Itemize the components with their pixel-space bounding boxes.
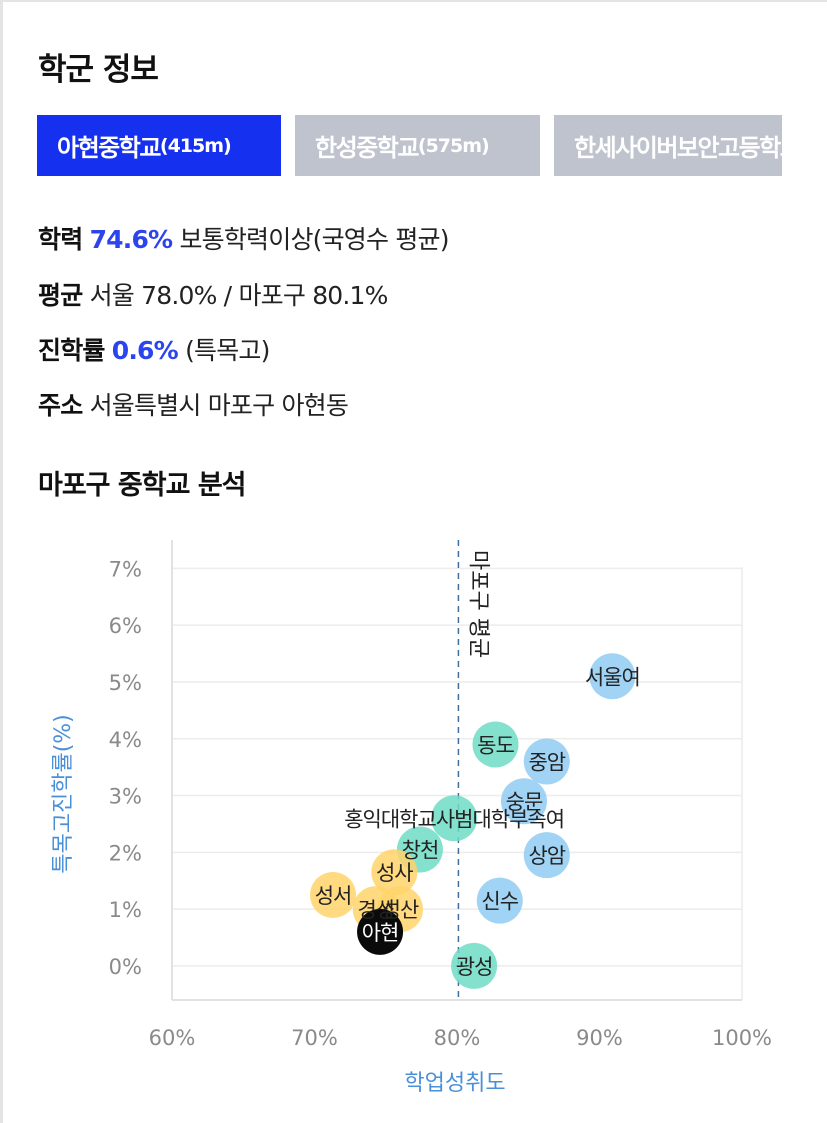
info-address-value: 서울특별시 마포구 아현동 [89, 391, 349, 420]
reference-line-label: 마포구 평균 [465, 550, 490, 658]
panel-top-border [0, 0, 827, 2]
info-average: 평균 서울 78.0% / 마포구 80.1% [38, 276, 388, 312]
data-point[interactable] [431, 795, 478, 842]
tab-school-1-distance: (415m) [159, 134, 232, 157]
chart-gridlines [172, 567, 743, 1000]
x-tick-label: 90% [576, 1026, 623, 1050]
tab-school-1-name: 아현중학교 [57, 134, 161, 162]
info-advance-key: 진학률 [38, 336, 105, 365]
data-point-label: 홍익대학교사범대학부속여 [344, 807, 564, 831]
data-point[interactable] [523, 738, 570, 785]
y-tick-label: 5% [109, 671, 142, 695]
info-advance-value: 0.6% [111, 336, 179, 365]
data-point[interactable] [371, 849, 418, 896]
scatter-chart: 0%1%2%3%4%5%6%7%60% 70% 80% 90% 100% 마포구 평균 … [51, 540, 772, 1096]
info-academic-value: 74.6% [89, 225, 174, 254]
tab-school-3[interactable]: 한세사이버보안고등학교 [554, 115, 782, 176]
tab-school-2[interactable]: 한성중학교 (575m) [295, 115, 540, 176]
tab-school-2-distance: (575m) [417, 134, 490, 157]
school-tabs: 아현중학교 (415m) 한성중학교 (575m) 한세사이버보안고등학교 [37, 115, 782, 176]
x-axis-title: 학업성취도 [404, 1071, 505, 1096]
x-tick-label: 60% [149, 1026, 196, 1050]
data-point[interactable] [310, 871, 357, 918]
chart-ticks: 0% 1% 2% 3% 4% 5% 6% 7% 60% 70% 80% 90% 100% [109, 557, 772, 1050]
y-tick-label: 6% [109, 614, 142, 638]
tab-school-1[interactable]: 아현중학교 (415m) [37, 115, 281, 176]
data-point-label: 광성 [456, 955, 493, 979]
x-tick-label: 100% [712, 1026, 772, 1050]
data-point-label: 동도 [477, 733, 514, 757]
data-point[interactable] [476, 877, 523, 924]
y-tick-label: 2% [109, 841, 142, 865]
data-point-label: 신수 [481, 890, 518, 914]
info-advance: 진학률 0.6% (특목고) [38, 331, 270, 367]
info-academic-desc: 보통학력이상(국영수 평균) [179, 225, 449, 254]
info-academic-key: 학력 [38, 225, 83, 254]
y-tick-label: 4% [109, 728, 142, 752]
y-tick-label: 0% [109, 955, 142, 979]
data-point-label: 성서 [315, 884, 352, 908]
data-point[interactable] [523, 832, 570, 879]
data-point-label: 경성 [357, 898, 394, 922]
data-point-label: 아현 [362, 921, 399, 945]
data-point[interactable] [589, 653, 636, 700]
data-point[interactable] [357, 908, 404, 955]
info-academic: 학력 74.6% 보통학력이상(국영수 평균) [38, 220, 450, 256]
tab-school-2-name: 한성중학교 [315, 134, 419, 162]
y-tick-label: 3% [109, 785, 142, 809]
x-tick-label: 80% [434, 1026, 481, 1050]
data-point-label: 중암 [528, 750, 565, 774]
info-address-key: 주소 [38, 391, 83, 420]
panel-left-border [0, 0, 3, 1123]
data-point[interactable] [451, 942, 498, 989]
data-point-label: 서울여 [585, 665, 640, 689]
info-average-value: 서울 78.0% / 마포구 80.1% [89, 281, 389, 310]
data-point-label: 성사 [376, 861, 413, 885]
data-point-label: 숭문 [506, 790, 543, 814]
page-title: 학군 정보 [38, 52, 159, 88]
info-average-key: 평균 [38, 281, 83, 310]
y-tick-label: 7% [109, 557, 142, 581]
data-point-label: 성산 [382, 898, 419, 922]
y-tick-label: 1% [109, 898, 142, 922]
data-point[interactable] [500, 778, 547, 825]
info-advance-desc: (특목고) [185, 336, 270, 365]
data-point-label: 상암 [528, 844, 565, 868]
y-axis-title: 특목고진학률(%) [51, 714, 76, 874]
data-point-label: 창천 [402, 839, 439, 863]
data-point[interactable] [472, 721, 519, 768]
info-address: 주소 서울특별시 마포구 아현동 [38, 386, 349, 422]
tab-school-3-name: 한세사이버보안고등학교 [574, 134, 782, 162]
section-title: 마포구 중학교 분석 [38, 470, 247, 501]
x-tick-label: 70% [291, 1026, 338, 1050]
